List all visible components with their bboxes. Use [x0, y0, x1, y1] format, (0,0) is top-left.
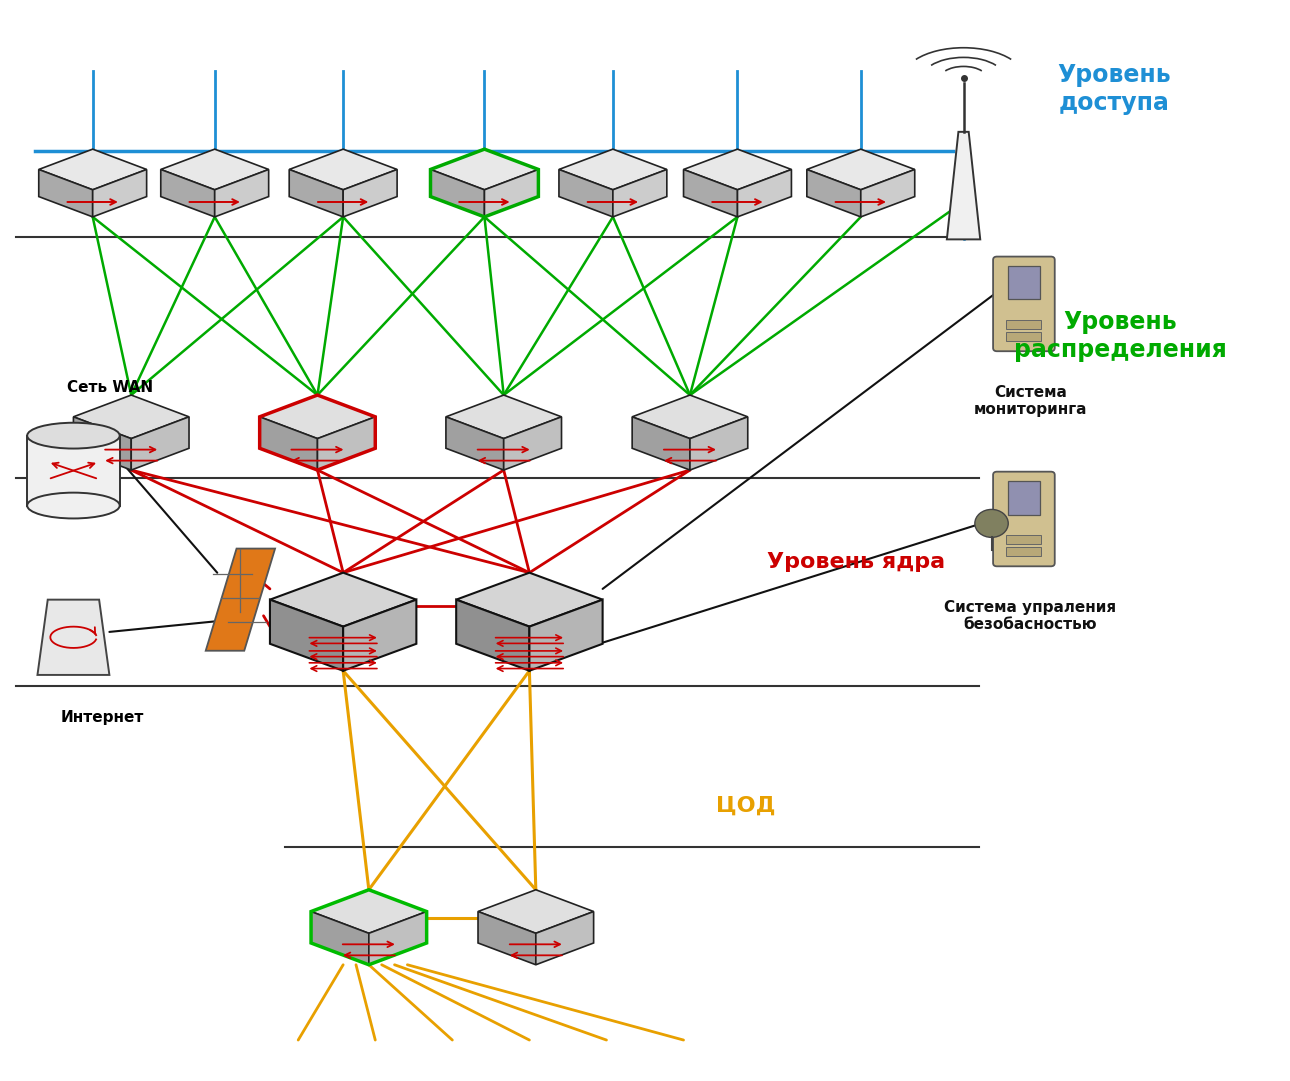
Polygon shape — [806, 170, 860, 217]
FancyBboxPatch shape — [1007, 481, 1040, 515]
Polygon shape — [205, 548, 275, 651]
Text: Сеть WAN: Сеть WAN — [67, 381, 154, 396]
Polygon shape — [132, 417, 190, 470]
Polygon shape — [39, 170, 93, 217]
Polygon shape — [503, 417, 561, 470]
Polygon shape — [39, 149, 147, 190]
FancyBboxPatch shape — [1006, 547, 1041, 556]
Polygon shape — [457, 573, 602, 627]
Polygon shape — [559, 170, 613, 217]
Polygon shape — [485, 170, 538, 217]
Polygon shape — [947, 132, 980, 239]
Polygon shape — [738, 170, 792, 217]
Polygon shape — [446, 417, 503, 470]
FancyBboxPatch shape — [993, 471, 1055, 566]
Polygon shape — [684, 170, 738, 217]
Polygon shape — [289, 170, 343, 217]
Polygon shape — [74, 417, 132, 470]
Polygon shape — [343, 170, 397, 217]
FancyBboxPatch shape — [1006, 320, 1041, 329]
Text: Уровень ядра: Уровень ядра — [768, 552, 946, 572]
Polygon shape — [214, 170, 268, 217]
Text: ЦОД: ЦОД — [716, 796, 775, 816]
Text: Интернет: Интернет — [61, 710, 144, 725]
Text: Система упраления
безобасностью: Система упраления безобасностью — [944, 600, 1116, 632]
Polygon shape — [431, 149, 538, 190]
Polygon shape — [529, 600, 602, 670]
Polygon shape — [270, 600, 343, 670]
Polygon shape — [343, 600, 417, 670]
Polygon shape — [632, 395, 748, 439]
Polygon shape — [93, 170, 147, 217]
Text: Уровень
распределения: Уровень распределения — [1014, 310, 1227, 362]
FancyBboxPatch shape — [993, 256, 1055, 351]
FancyBboxPatch shape — [1006, 332, 1041, 341]
Text: Уровень
доступа: Уровень доступа — [1057, 63, 1170, 115]
Polygon shape — [289, 149, 397, 190]
Ellipse shape — [27, 423, 120, 449]
Polygon shape — [860, 170, 915, 217]
Polygon shape — [446, 395, 561, 439]
Text: Система
мониторинга: Система мониторинга — [974, 385, 1087, 417]
Polygon shape — [457, 600, 529, 670]
Polygon shape — [74, 395, 190, 439]
Polygon shape — [479, 911, 535, 964]
Polygon shape — [479, 890, 593, 933]
Polygon shape — [632, 417, 690, 470]
Polygon shape — [311, 911, 369, 964]
Polygon shape — [270, 573, 417, 627]
Polygon shape — [311, 890, 427, 933]
Polygon shape — [259, 417, 317, 470]
FancyBboxPatch shape — [1007, 266, 1040, 299]
Polygon shape — [431, 170, 485, 217]
Polygon shape — [161, 170, 214, 217]
FancyBboxPatch shape — [1006, 535, 1041, 544]
Polygon shape — [161, 149, 268, 190]
Polygon shape — [369, 911, 427, 964]
Polygon shape — [37, 600, 110, 675]
Polygon shape — [806, 149, 915, 190]
Ellipse shape — [27, 493, 120, 519]
Polygon shape — [317, 417, 375, 470]
Polygon shape — [684, 149, 792, 190]
Polygon shape — [690, 417, 748, 470]
Polygon shape — [613, 170, 667, 217]
Polygon shape — [559, 149, 667, 190]
FancyBboxPatch shape — [27, 436, 120, 506]
Polygon shape — [259, 395, 375, 439]
Polygon shape — [535, 911, 593, 964]
Circle shape — [975, 509, 1009, 537]
